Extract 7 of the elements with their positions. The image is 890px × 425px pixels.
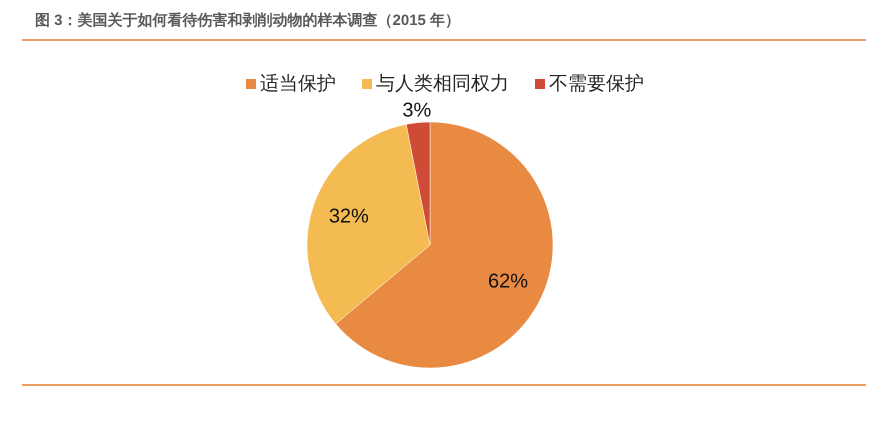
legend-label: 与人类相同权力 (376, 74, 509, 94)
data-label: 62% (488, 270, 528, 292)
data-label: 3% (402, 99, 432, 122)
legend-label: 适当保护 (260, 72, 336, 94)
legend-label: 不需要保护 (549, 72, 644, 94)
chart-title: 图 3：美国关于如何看待伤害和剥削动物的样本调查（2015 年） (35, 11, 460, 29)
data-label: 32% (328, 205, 370, 228)
